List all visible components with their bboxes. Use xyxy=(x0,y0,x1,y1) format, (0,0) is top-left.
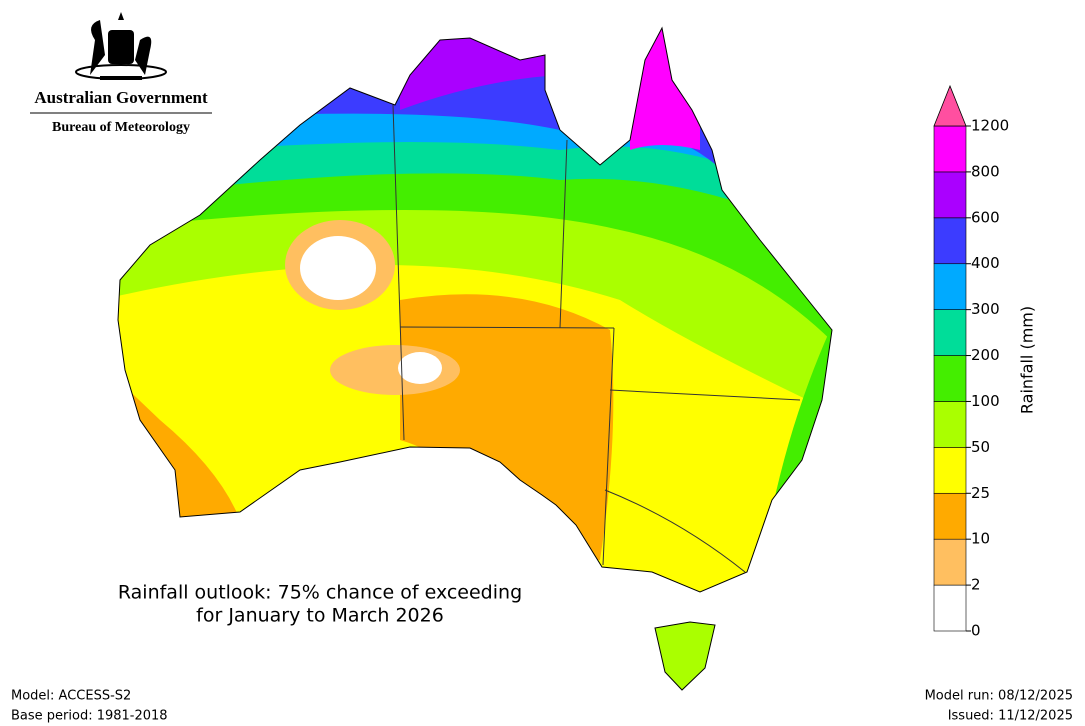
colorbar-tick-label: 0 xyxy=(971,622,981,640)
colorbar-segment xyxy=(933,217,967,265)
colorbar-segment xyxy=(933,447,967,494)
colorbar-segment xyxy=(933,584,967,632)
colorbar-segment xyxy=(933,355,967,402)
colorbar-segment xyxy=(933,125,967,173)
colorbar-tick-label: 600 xyxy=(971,208,1000,226)
colorbar-segment xyxy=(933,171,967,219)
bureau-name: Bureau of Meteorology xyxy=(52,120,190,135)
colorbar-segment xyxy=(933,401,967,448)
colorbar-segment xyxy=(933,538,967,586)
colorbar-segment xyxy=(933,263,967,310)
colorbar-tick-label: 200 xyxy=(971,346,1000,364)
issued-date: Issued: 11/12/2025 xyxy=(948,709,1073,724)
crest xyxy=(75,12,167,80)
map-title: Rainfall outlook: 75% chance of exceedin… xyxy=(118,582,522,604)
colorbar-tick-label: 25 xyxy=(971,484,990,502)
colorbar-tick-label: 1200 xyxy=(971,117,1009,135)
agency-name: Australian Government xyxy=(34,88,208,107)
colorbar-extension xyxy=(933,84,967,127)
colorbar-tick-label: 300 xyxy=(971,300,1000,318)
state-borders xyxy=(392,104,801,573)
colorbar-tick-label: 800 xyxy=(971,162,1000,180)
colorbar-segment xyxy=(933,492,967,540)
colorbar-segment xyxy=(933,309,967,356)
colorbar-label: Rainfall (mm) xyxy=(1018,306,1037,414)
model-name: Model: ACCESS-S2 xyxy=(11,689,131,704)
colorbar-tick-label: 100 xyxy=(971,392,1000,410)
colorbar-tick-label: 10 xyxy=(971,530,990,548)
colorbar-tick-label: 50 xyxy=(971,438,990,456)
colorbar: 0 2 10 25 50 100 200 300 400 600 800 1200 xyxy=(933,84,1009,640)
base-period: Base period: 1981-2018 xyxy=(11,709,168,724)
colorbar-tick-label: 400 xyxy=(971,254,1000,272)
colorbar-tick-label: 2 xyxy=(971,576,981,594)
model-run: Model run: 08/12/2025 xyxy=(925,689,1073,704)
map-title: for January to March 2026 xyxy=(196,605,444,627)
